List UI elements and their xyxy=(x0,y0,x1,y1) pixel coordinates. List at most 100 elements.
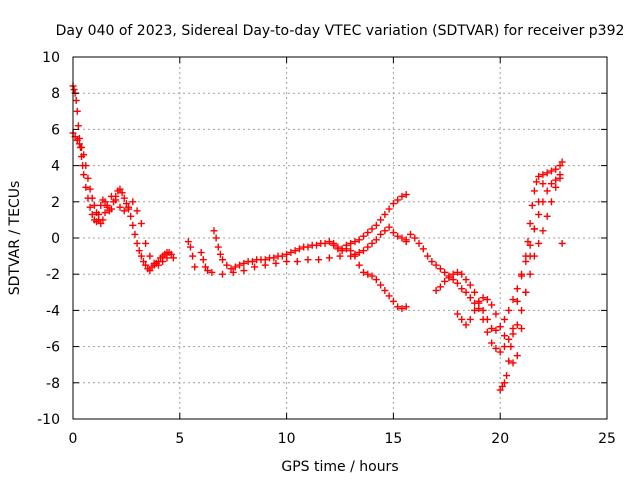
data-point xyxy=(500,315,508,323)
data-point xyxy=(509,325,517,332)
data-point xyxy=(214,243,222,251)
y-tick-label: 0 xyxy=(51,231,60,247)
data-point xyxy=(368,239,376,247)
x-tick-labels: 0 5 10 15 20 25 xyxy=(69,431,616,447)
data-point xyxy=(103,201,111,209)
data-point xyxy=(539,171,547,179)
data-point xyxy=(441,277,449,285)
data-point xyxy=(488,339,496,347)
data-point xyxy=(154,261,162,269)
data-point xyxy=(240,267,248,275)
data-point xyxy=(240,259,248,267)
data-point xyxy=(381,286,389,294)
data-point xyxy=(315,256,323,264)
data-point xyxy=(116,185,124,193)
y-tick-label: -2 xyxy=(46,267,60,283)
data-point xyxy=(453,268,461,276)
data-point xyxy=(351,238,359,246)
data-point xyxy=(492,326,500,334)
data-point xyxy=(385,205,393,213)
data-point xyxy=(475,299,483,307)
data-point xyxy=(483,296,491,304)
y-tick-label: -10 xyxy=(37,412,60,428)
data-point xyxy=(347,239,355,247)
y-axis-label: SDTVAR / TECUs xyxy=(7,181,23,296)
data-point xyxy=(129,198,137,206)
data-point xyxy=(248,258,256,266)
data-point xyxy=(122,200,130,208)
data-point xyxy=(355,248,363,256)
data-point xyxy=(334,245,342,253)
data-point xyxy=(377,230,385,238)
data-point xyxy=(526,241,534,249)
data-point xyxy=(466,294,474,302)
data-point xyxy=(394,303,402,311)
data-point xyxy=(159,258,167,266)
y-tick-labels: -10 -8 -6 -4 -2 0 2 4 6 8 10 xyxy=(37,50,60,428)
data-point xyxy=(488,325,496,332)
data-point xyxy=(518,270,526,278)
data-point xyxy=(479,306,487,314)
data-point xyxy=(338,247,346,255)
data-points xyxy=(69,82,566,394)
data-point xyxy=(236,261,244,269)
data-point xyxy=(558,239,566,247)
data-point xyxy=(466,315,474,323)
data-point xyxy=(556,162,564,170)
data-point xyxy=(142,239,150,247)
data-point xyxy=(355,261,363,269)
data-point xyxy=(552,183,560,191)
data-point xyxy=(453,279,461,287)
data-point xyxy=(359,247,367,255)
data-point xyxy=(398,192,406,200)
data-point xyxy=(518,325,526,332)
data-point xyxy=(270,254,278,262)
data-point xyxy=(377,281,385,289)
data-point xyxy=(466,281,474,289)
data-point xyxy=(88,210,96,218)
data-point xyxy=(86,185,94,193)
data-point xyxy=(518,306,526,314)
data-point xyxy=(84,174,92,182)
data-point xyxy=(432,261,440,269)
data-point xyxy=(169,254,177,262)
data-point xyxy=(75,140,83,148)
data-point xyxy=(199,256,207,264)
data-point xyxy=(325,238,333,246)
data-point xyxy=(135,247,143,255)
data-point xyxy=(398,234,406,242)
data-point xyxy=(522,288,530,296)
data-point xyxy=(146,252,154,260)
data-point xyxy=(500,343,508,351)
data-point xyxy=(552,176,560,184)
data-point xyxy=(458,315,466,323)
data-point xyxy=(216,250,224,258)
data-point xyxy=(163,254,171,262)
x-tick-label: 15 xyxy=(384,431,402,447)
data-point xyxy=(364,229,372,237)
data-point xyxy=(449,270,457,278)
data-point xyxy=(82,162,90,170)
data-point xyxy=(359,232,367,240)
data-point xyxy=(184,238,192,246)
data-point xyxy=(424,252,432,260)
data-point xyxy=(547,167,555,175)
data-point xyxy=(368,272,376,280)
data-point xyxy=(402,191,410,199)
data-point xyxy=(74,122,82,130)
data-point xyxy=(535,239,543,247)
data-point xyxy=(92,209,100,217)
x-tick-label: 0 xyxy=(69,431,78,447)
data-point xyxy=(415,239,423,247)
data-point xyxy=(272,259,280,267)
data-point xyxy=(293,258,301,266)
data-point xyxy=(133,207,141,215)
data-point xyxy=(304,256,312,264)
data-point xyxy=(73,107,81,115)
data-point xyxy=(539,227,547,235)
data-point xyxy=(492,344,500,352)
data-point xyxy=(419,245,427,253)
data-point xyxy=(287,248,295,256)
data-point xyxy=(72,96,80,104)
data-point xyxy=(251,263,259,271)
